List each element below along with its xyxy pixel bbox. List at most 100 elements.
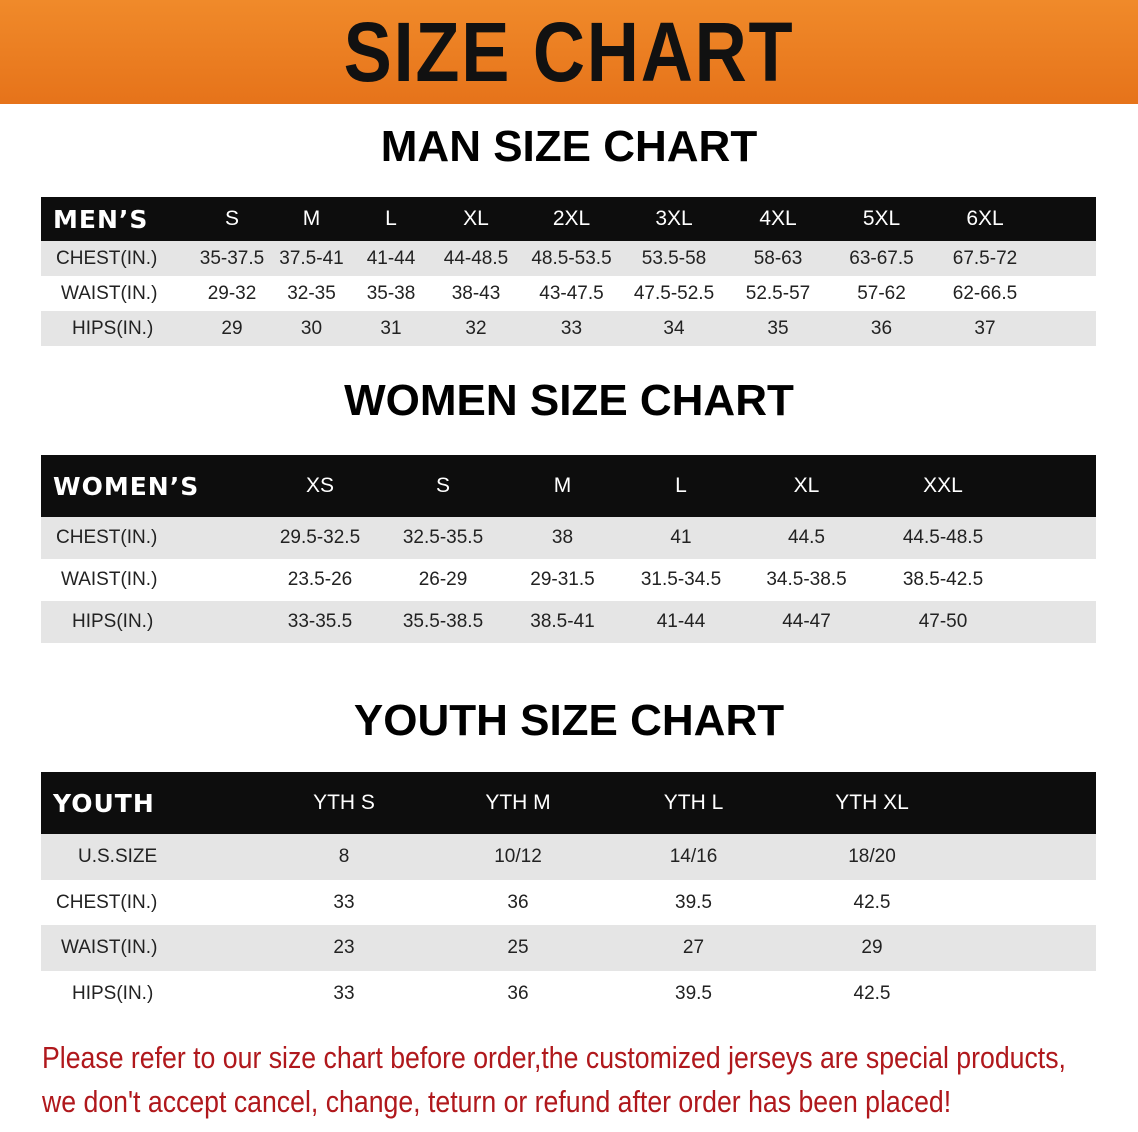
- row-label: WAIST(IN.): [61, 282, 158, 304]
- measurement-value: 34: [663, 317, 685, 339]
- size-header: L: [385, 207, 397, 230]
- measurement-value: 38.5-41: [530, 611, 595, 632]
- measurement-value: 38: [551, 527, 574, 548]
- measurement-value: 58-63: [753, 247, 803, 269]
- size-header: S: [435, 474, 450, 497]
- measurement-value: 33: [333, 982, 355, 1004]
- measurement-value: 32-35: [287, 282, 336, 304]
- measurement-value: 23.5-26: [287, 569, 353, 590]
- size-header: YTH L: [663, 791, 724, 814]
- measurement-value: 39.5: [675, 891, 712, 913]
- measurement-value: 38.5-42.5: [902, 569, 984, 590]
- measurement-value: 35-38: [366, 282, 416, 304]
- row-label: CHEST(IN.): [56, 891, 158, 913]
- measurement-value: 29: [861, 937, 883, 958]
- measurement-value: 53.5-58: [641, 247, 707, 269]
- order-notice: Please refer to our size chart before or…: [42, 1036, 1126, 1124]
- table-row: WAIST(IN.) 23 25 27 29: [41, 925, 1096, 971]
- women-size-table: WOMEN’S XS S M L XL XXL CHEST(IN.) 29.5-32.5 32.5…: [41, 455, 1096, 643]
- table-row: CHEST(IN.) 33 36 39.5 42.5: [41, 880, 1096, 925]
- measurement-value: 36: [507, 891, 529, 913]
- measurement-value: 67.5-72: [952, 247, 1018, 269]
- measurement-value: 35-37.5: [199, 247, 265, 269]
- row-label: CHEST(IN.): [56, 527, 158, 548]
- row-label: CHEST(IN.): [56, 247, 158, 269]
- measurement-value: 47.5-52.5: [633, 282, 715, 304]
- measurement-value: 47-50: [918, 611, 968, 632]
- row-label: HIPS(IN.): [72, 982, 154, 1004]
- notice-line-1: Please refer to our size chart before or…: [42, 1040, 1066, 1075]
- table-header-label: WOMEN’S: [53, 471, 200, 501]
- measurement-value: 37.5-41: [279, 247, 344, 269]
- youth-size-table: YOUTH YTH S YTH M YTH L YTH XL U.S.SIZE 8 10/12…: [41, 772, 1096, 1016]
- size-header: YTH XL: [835, 791, 909, 814]
- size-header: M: [553, 474, 572, 497]
- table-row: U.S.SIZE 8 10/12 14/16 18/20: [41, 834, 1096, 880]
- size-header: L: [675, 474, 687, 497]
- measurement-value: 41: [670, 527, 692, 548]
- measurement-value: 30: [300, 317, 323, 339]
- measurement-value: 14/16: [669, 846, 718, 867]
- measurement-value: 32.5-35.5: [402, 527, 484, 548]
- size-header: XL: [793, 474, 820, 497]
- table-row: CHEST(IN.) 35-37.5 37.5-41 41-44 44-48.5 48.5…: [41, 241, 1096, 276]
- measurement-value: 31: [380, 317, 402, 339]
- size-header: 2XL: [552, 207, 591, 230]
- size-header: 3XL: [655, 207, 693, 230]
- measurement-value: 23: [333, 937, 355, 958]
- table-header-row: MEN’S S M L XL 2XL 3XL 4XL 5XL 6XL: [41, 197, 1096, 241]
- measurement-value: 44.5-48.5: [902, 527, 984, 548]
- measurement-value: 33-35.5: [287, 611, 353, 632]
- size-header: XS: [305, 474, 334, 497]
- measurement-value: 43-47.5: [539, 282, 604, 304]
- table-header-row: WOMEN’S XS S M L XL XXL: [41, 455, 1096, 517]
- measurement-value: 41-44: [366, 247, 416, 269]
- size-header: 6XL: [966, 207, 1004, 230]
- size-header: M: [302, 207, 321, 230]
- table-header-label: MEN’S: [53, 204, 149, 234]
- measurement-value: 48.5-53.5: [531, 247, 612, 269]
- size-header: XXL: [923, 474, 963, 497]
- measurement-value: 35: [767, 317, 789, 339]
- measurement-value: 10/12: [494, 846, 542, 867]
- notice-line-2: we don't accept cancel, change, teturn o…: [42, 1084, 952, 1119]
- measurement-value: 52.5-57: [745, 282, 811, 304]
- measurement-value: 42.5: [853, 982, 891, 1004]
- measurement-value: 41-44: [656, 611, 706, 632]
- measurement-value: 35.5-38.5: [402, 611, 484, 632]
- table-row: WAIST(IN.) 29-32 32-35 35-38 38-43 43-47.5 47.…: [41, 276, 1096, 311]
- banner: SIZE CHART: [0, 0, 1138, 104]
- row-label: U.S.SIZE: [78, 846, 158, 867]
- men-section-title: MAN SIZE CHART: [380, 122, 758, 171]
- measurement-value: 38-43: [451, 282, 501, 304]
- measurement-value: 44.5: [788, 527, 825, 548]
- row-label: WAIST(IN.): [61, 569, 158, 590]
- row-label: WAIST(IN.): [61, 937, 158, 958]
- measurement-value: 26-29: [418, 569, 468, 590]
- table-row: HIPS(IN.) 33 36 39.5 42.5: [41, 971, 1096, 1016]
- size-header: YTH S: [313, 791, 375, 814]
- measurement-value: 57-62: [857, 282, 906, 304]
- measurement-value: 44-48.5: [443, 247, 509, 269]
- measurement-value: 37: [974, 317, 996, 339]
- measurement-value: 29: [221, 317, 243, 339]
- women-section-title: WOMEN SIZE CHART: [344, 376, 794, 425]
- measurement-value: 44-47: [782, 611, 831, 632]
- row-label: HIPS(IN.): [72, 317, 154, 339]
- table-row: WAIST(IN.) 23.5-26 26-29 29-31.5 31.5-34.5 34…: [41, 559, 1096, 601]
- measurement-value: 36: [507, 982, 529, 1004]
- measurement-value: 63-67.5: [849, 247, 914, 269]
- measurement-value: 29.5-32.5: [279, 527, 361, 548]
- men-size-table: MEN’S S M L XL 2XL 3XL 4XL 5XL 6XL CHEST(IN.) 35-37…: [41, 197, 1096, 346]
- measurement-value: 42.5: [853, 891, 891, 913]
- banner-title: SIZE CHART: [343, 5, 795, 99]
- table-header-label: YOUTH: [53, 788, 155, 818]
- measurement-value: 33: [560, 317, 583, 339]
- measurement-value: 27: [682, 937, 705, 958]
- size-header: YTH M: [485, 791, 551, 814]
- size-header: XL: [463, 207, 489, 230]
- measurement-value: 32: [465, 317, 487, 339]
- measurement-value: 18/20: [848, 846, 896, 867]
- measurement-value: 29-32: [207, 282, 257, 304]
- table-row: HIPS(IN.) 33-35.5 35.5-38.5 38.5-41 41-44 44-…: [41, 601, 1096, 643]
